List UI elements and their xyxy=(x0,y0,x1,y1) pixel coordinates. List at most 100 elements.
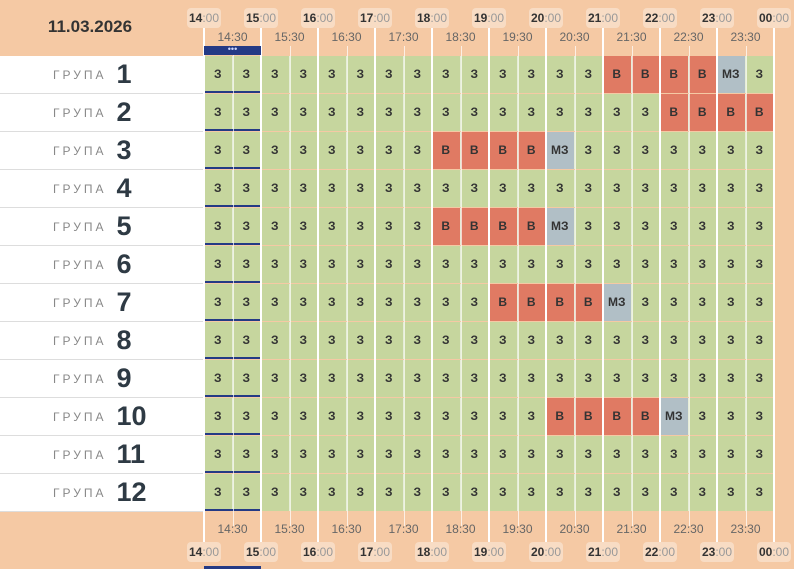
slot-cell[interactable]: З xyxy=(261,284,290,321)
slot-cell[interactable]: З xyxy=(375,284,404,321)
group-label[interactable]: ГРУПА 3 xyxy=(0,132,203,170)
slot-cell[interactable]: З xyxy=(432,360,461,397)
group-label[interactable]: ГРУПА 5 xyxy=(0,208,203,246)
group-label[interactable]: ГРУПА 9 xyxy=(0,360,203,398)
slot-cell[interactable]: З xyxy=(631,246,660,283)
slot-cell[interactable]: З xyxy=(546,246,575,283)
slot-cell[interactable]: З xyxy=(574,436,603,473)
slot-cell[interactable]: З xyxy=(261,436,290,473)
slot-cell[interactable]: З xyxy=(261,398,290,435)
slot-cell[interactable]: З xyxy=(318,56,347,93)
slot-cell[interactable]: В xyxy=(631,56,660,93)
slot-cell[interactable]: З xyxy=(717,208,746,245)
slot-cell[interactable]: З xyxy=(688,284,717,321)
slot-cell[interactable]: З xyxy=(603,208,632,245)
slot-cell[interactable]: З xyxy=(318,360,347,397)
slot-cell[interactable]: З xyxy=(489,474,518,511)
slot-cell[interactable]: З xyxy=(432,94,461,131)
slot-cell[interactable]: З xyxy=(204,208,233,245)
slot-cell[interactable]: З xyxy=(745,284,774,321)
slot-cell[interactable]: З xyxy=(403,360,432,397)
slot-cell[interactable]: З xyxy=(232,246,261,283)
group-label[interactable]: ГРУПА 8 xyxy=(0,322,203,360)
slot-cell[interactable]: З xyxy=(489,246,518,283)
slot-cell[interactable]: З xyxy=(232,170,261,207)
slot-cell[interactable]: З xyxy=(318,322,347,359)
slot-cell[interactable]: З xyxy=(204,170,233,207)
slot-cell[interactable]: З xyxy=(432,436,461,473)
slot-cell[interactable]: З xyxy=(346,398,375,435)
slot-cell[interactable]: З xyxy=(717,284,746,321)
slot-cell[interactable]: З xyxy=(432,56,461,93)
slot-cell[interactable]: МЗ xyxy=(660,398,689,435)
slot-cell[interactable]: З xyxy=(688,360,717,397)
slot-cell[interactable]: З xyxy=(289,208,318,245)
slot-cell[interactable]: З xyxy=(688,132,717,169)
slot-cell[interactable]: З xyxy=(688,398,717,435)
group-label[interactable]: ГРУПА 7 xyxy=(0,284,203,322)
slot-cell[interactable]: З xyxy=(289,398,318,435)
slot-cell[interactable]: З xyxy=(745,246,774,283)
slot-cell[interactable]: З xyxy=(204,474,233,511)
slot-cell[interactable]: З xyxy=(289,94,318,131)
slot-cell[interactable]: З xyxy=(460,56,489,93)
slot-cell[interactable]: З xyxy=(631,474,660,511)
slot-cell[interactable]: З xyxy=(745,474,774,511)
slot-cell[interactable]: З xyxy=(460,322,489,359)
slot-cell[interactable]: В xyxy=(489,284,518,321)
slot-cell[interactable]: МЗ xyxy=(546,208,575,245)
slot-cell[interactable]: З xyxy=(403,322,432,359)
slot-cell[interactable]: В xyxy=(460,132,489,169)
slot-cell[interactable]: З xyxy=(432,246,461,283)
slot-cell[interactable]: З xyxy=(717,398,746,435)
group-label[interactable]: ГРУПА 10 xyxy=(0,398,203,436)
slot-cell[interactable]: З xyxy=(489,436,518,473)
slot-cell[interactable]: З xyxy=(346,474,375,511)
slot-cell[interactable]: З xyxy=(489,56,518,93)
slot-cell[interactable]: З xyxy=(346,56,375,93)
slot-cell[interactable]: З xyxy=(403,170,432,207)
slot-cell[interactable]: З xyxy=(688,170,717,207)
slot-cell[interactable]: З xyxy=(603,436,632,473)
slot-cell[interactable]: З xyxy=(318,246,347,283)
slot-cell[interactable]: З xyxy=(375,436,404,473)
slot-cell[interactable]: З xyxy=(688,246,717,283)
slot-cell[interactable]: МЗ xyxy=(546,132,575,169)
slot-cell[interactable]: З xyxy=(375,398,404,435)
slot-cell[interactable]: З xyxy=(346,360,375,397)
slot-cell[interactable]: З xyxy=(289,360,318,397)
slot-cell[interactable]: З xyxy=(432,398,461,435)
slot-cell[interactable]: З xyxy=(261,246,290,283)
slot-cell[interactable]: З xyxy=(375,360,404,397)
slot-cell[interactable]: З xyxy=(717,474,746,511)
slot-cell[interactable]: З xyxy=(574,56,603,93)
slot-cell[interactable]: В xyxy=(574,398,603,435)
slot-cell[interactable]: З xyxy=(261,132,290,169)
current-date[interactable]: 11.03.2026 xyxy=(47,17,133,36)
slot-cell[interactable]: З xyxy=(403,208,432,245)
slot-cell[interactable]: З xyxy=(375,322,404,359)
slot-cell[interactable]: З xyxy=(204,284,233,321)
slot-cell[interactable]: З xyxy=(489,94,518,131)
slot-cell[interactable]: З xyxy=(574,474,603,511)
slot-cell[interactable]: З xyxy=(432,170,461,207)
slot-cell[interactable]: В xyxy=(489,208,518,245)
slot-cell[interactable]: З xyxy=(346,94,375,131)
slot-cell[interactable]: З xyxy=(204,360,233,397)
slot-cell[interactable]: З xyxy=(603,132,632,169)
slot-cell[interactable]: З xyxy=(660,170,689,207)
slot-cell[interactable]: МЗ xyxy=(603,284,632,321)
slot-cell[interactable]: З xyxy=(232,322,261,359)
group-label[interactable]: ГРУПА 6 xyxy=(0,246,203,284)
slot-cell[interactable]: З xyxy=(489,170,518,207)
slot-cell[interactable]: В xyxy=(660,94,689,131)
slot-cell[interactable]: З xyxy=(403,246,432,283)
slot-cell[interactable]: З xyxy=(289,436,318,473)
slot-cell[interactable]: З xyxy=(631,94,660,131)
slot-cell[interactable]: З xyxy=(517,474,546,511)
slot-cell[interactable]: З xyxy=(232,284,261,321)
slot-cell[interactable]: З xyxy=(574,132,603,169)
slot-cell[interactable]: З xyxy=(318,208,347,245)
slot-cell[interactable]: З xyxy=(346,322,375,359)
slot-cell[interactable]: З xyxy=(660,322,689,359)
